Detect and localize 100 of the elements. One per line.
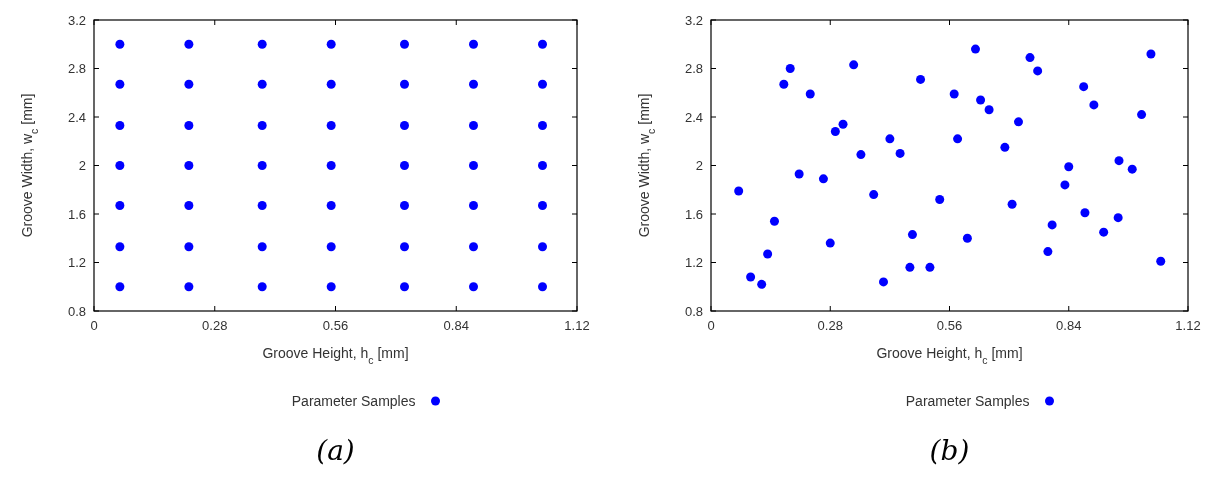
legend-label: Parameter Samples bbox=[905, 393, 1030, 409]
y-tick-label: 3.2 bbox=[67, 12, 86, 28]
y-tick-label: 0.8 bbox=[684, 303, 703, 319]
point bbox=[779, 79, 789, 89]
point bbox=[257, 161, 267, 170]
point bbox=[984, 105, 994, 115]
x-tick-label: 0.28 bbox=[817, 318, 843, 333]
point bbox=[469, 201, 478, 211]
point bbox=[184, 201, 194, 211]
point bbox=[115, 120, 125, 130]
point bbox=[935, 194, 945, 204]
point bbox=[976, 95, 986, 105]
point bbox=[538, 79, 547, 89]
point bbox=[115, 161, 125, 170]
point bbox=[184, 242, 194, 252]
point bbox=[184, 161, 194, 170]
point bbox=[115, 201, 125, 211]
point bbox=[1099, 227, 1109, 237]
point bbox=[257, 79, 267, 89]
point bbox=[1013, 117, 1023, 127]
point bbox=[785, 64, 795, 73]
point bbox=[1060, 180, 1070, 190]
point bbox=[825, 238, 835, 248]
point bbox=[469, 242, 478, 252]
legend-label: Parameter Samples bbox=[291, 393, 416, 409]
point bbox=[818, 174, 828, 184]
point bbox=[469, 161, 478, 170]
point bbox=[907, 230, 917, 240]
point bbox=[856, 150, 866, 160]
y-tick-label: 0.8 bbox=[67, 303, 86, 319]
x-tick-label: 1.12 bbox=[564, 318, 590, 333]
point bbox=[916, 74, 926, 84]
point bbox=[400, 39, 409, 49]
point bbox=[878, 277, 888, 287]
point bbox=[1137, 110, 1147, 120]
y-tick-label: 1.2 bbox=[684, 255, 703, 270]
point bbox=[469, 79, 478, 89]
point bbox=[400, 120, 409, 130]
y-tick-label: 2 bbox=[78, 158, 86, 173]
point bbox=[1146, 49, 1156, 59]
point bbox=[830, 127, 840, 137]
point bbox=[1064, 162, 1074, 172]
x-tick-label: 0.84 bbox=[443, 318, 469, 333]
y-tick-label: 1.6 bbox=[67, 206, 86, 222]
x-tick-label: 0 bbox=[707, 318, 715, 333]
x-tick-label: 1.12 bbox=[1175, 318, 1201, 333]
point bbox=[115, 282, 125, 292]
point bbox=[1047, 220, 1057, 230]
point bbox=[805, 89, 815, 99]
point bbox=[184, 282, 194, 292]
point bbox=[1156, 256, 1166, 266]
point bbox=[1000, 142, 1010, 152]
point bbox=[838, 119, 848, 129]
point bbox=[115, 242, 125, 252]
point bbox=[538, 120, 547, 130]
x-tick-label: 0 bbox=[90, 318, 98, 333]
y-tick-label: 3.2 bbox=[684, 12, 703, 28]
point bbox=[326, 79, 336, 89]
point bbox=[905, 262, 915, 272]
point bbox=[1007, 199, 1017, 209]
point bbox=[257, 201, 267, 211]
y-tick-label: 2.4 bbox=[67, 109, 86, 125]
point bbox=[949, 89, 959, 99]
point bbox=[400, 282, 409, 292]
point bbox=[1079, 82, 1089, 92]
text: (a) bbox=[316, 434, 355, 467]
point bbox=[115, 39, 125, 49]
point bbox=[1043, 247, 1053, 257]
point bbox=[257, 120, 267, 130]
x-tick-label: 0.84 bbox=[1056, 318, 1082, 333]
point bbox=[869, 190, 879, 200]
point bbox=[469, 39, 478, 49]
point bbox=[400, 201, 409, 211]
point bbox=[885, 134, 895, 144]
point bbox=[1127, 164, 1137, 174]
point bbox=[257, 242, 267, 252]
point bbox=[400, 161, 409, 170]
point bbox=[538, 39, 547, 49]
point bbox=[746, 272, 756, 282]
point bbox=[925, 262, 935, 272]
point bbox=[757, 279, 767, 289]
x-tick-label: 0.56 bbox=[936, 318, 963, 333]
y-tick-label: 1.2 bbox=[67, 255, 86, 270]
y-tick-label: 2.8 bbox=[67, 61, 86, 76]
point bbox=[1080, 208, 1090, 218]
point bbox=[400, 242, 409, 252]
point bbox=[962, 233, 972, 243]
point bbox=[769, 216, 779, 226]
point bbox=[184, 39, 194, 49]
point bbox=[257, 39, 267, 49]
point bbox=[400, 79, 409, 89]
point bbox=[953, 134, 963, 144]
point bbox=[469, 282, 478, 292]
y-tick-label: 2 bbox=[695, 158, 703, 173]
point bbox=[970, 44, 980, 54]
point bbox=[1089, 100, 1099, 110]
point bbox=[326, 201, 336, 211]
point bbox=[538, 201, 547, 211]
point bbox=[1033, 66, 1043, 76]
point bbox=[538, 242, 547, 252]
